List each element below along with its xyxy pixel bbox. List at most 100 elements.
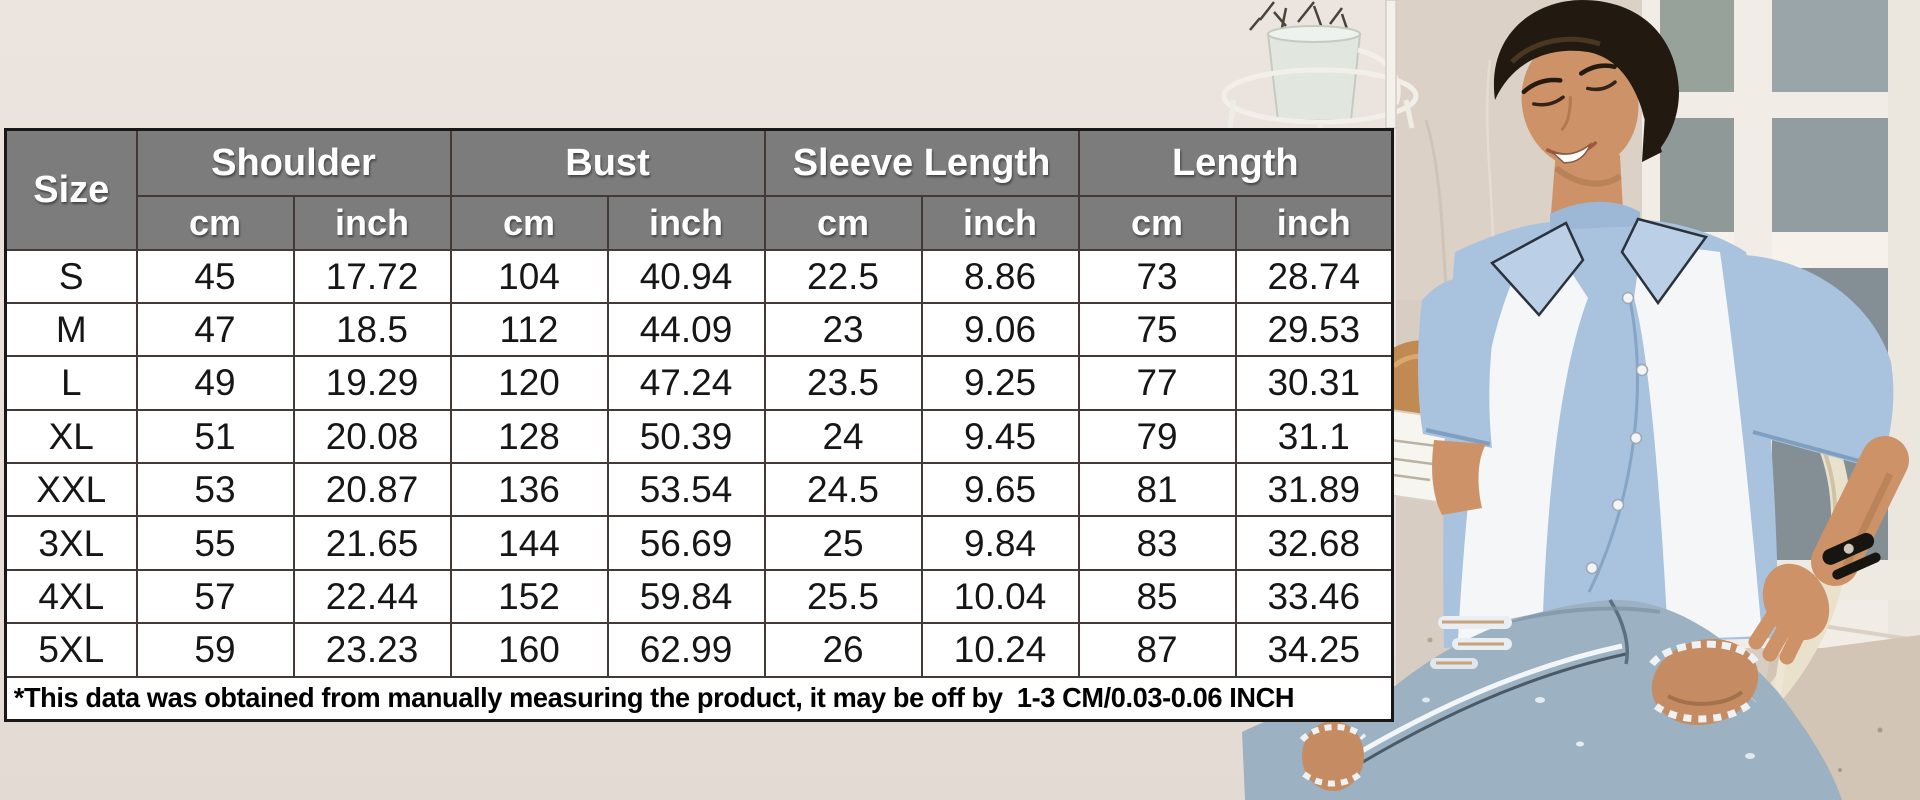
table-row: S 45 17.72 104 40.94 22.5 8.86 73 28.74 [4,248,1394,304]
size-cell: XL [4,408,138,465]
measurement-cell: 31.1 [1234,408,1394,465]
measurement-cell: 120 [449,355,609,411]
model-hair [1493,0,1679,150]
measurement-cell: 19.29 [292,355,452,411]
measurement-cell: 23 [763,301,923,358]
unit-header: inch [1234,194,1394,251]
measurement-cell: 10.24 [920,622,1080,678]
measurement-cell: 18.5 [292,301,452,358]
unit-header: inch [292,194,452,251]
shirt-buttons [1585,291,1649,575]
measurement-cell: 128 [449,408,609,465]
measurement-cell: 53 [135,461,295,518]
measurement-cell: 53.54 [606,461,766,518]
model [1418,0,1894,648]
measurement-cell: 28.74 [1234,248,1394,304]
measurement-cell: 144 [449,515,609,571]
measurement-cell: 47 [135,301,295,358]
measurement-cell: 29.53 [1234,301,1394,358]
measurement-cell: 20.08 [292,408,452,465]
table-row: 5XL 59 23.23 160 62.99 26 10.24 87 34.25 [4,622,1394,678]
measurement-cell: 59 [135,622,295,678]
measurement-cell: 17.72 [292,248,452,304]
table-row: 4XL 57 22.44 152 59.84 25.5 10.04 85 33.46 [4,568,1394,625]
measurement-cell: 23.5 [763,355,923,411]
measurement-cell: 112 [449,301,609,358]
jeans-rips [1430,616,1512,669]
measurement-cell: 26 [763,622,923,678]
shirt-white-panel-right [1634,242,1762,640]
measurement-cell: 73 [1077,248,1237,304]
measurement-cell: 49 [135,355,295,411]
disclaimer-cell: *This data was obtained from manually me… [4,675,1394,722]
unit-header: cm [135,194,295,251]
disclaimer-row: *This data was obtained from manually me… [4,675,1394,722]
table-row: M 47 18.5 112 44.09 23 9.06 75 29.53 [4,301,1394,358]
measurement-cell: 62.99 [606,622,766,678]
measurement-cell: 22.44 [292,568,452,625]
measurement-cell: 33.46 [1234,568,1394,625]
measurement-cell: 8.86 [920,248,1080,304]
size-cell: 5XL [4,622,138,678]
measurement-cell: 152 [449,568,609,625]
measurement-cell: 40.94 [606,248,766,304]
disclaimer-text: *This data was obtained from manually me… [13,682,1295,714]
measurement-cell: 75 [1077,301,1237,358]
size-cell: 3XL [4,515,138,571]
size-cell: L [4,355,138,411]
measurement-cell: 32.68 [1234,515,1394,571]
measurement-cell: 9.25 [920,355,1080,411]
model-shirt [1418,201,1894,648]
measurement-cell: 24.5 [763,461,923,518]
measurement-cell: 25.5 [763,568,923,625]
wrist-watch [1822,532,1881,580]
size-cell: S [4,248,138,304]
measurement-cell: 10.04 [920,568,1080,625]
unit-header-row: cm inch cm inch cm inch cm inch [6,194,1394,251]
measurement-cell: 9.45 [920,408,1080,465]
measurement-cell: 85 [1077,568,1237,625]
size-chart-header: Size Shoulder Bust Sleeve Length Length … [4,128,1394,251]
size-cell: XXL [4,461,138,518]
group-header-shoulder: Shoulder [135,128,452,197]
measurement-cell: 24 [763,408,923,465]
measurement-cell: 20.87 [292,461,452,518]
measurement-cell: 9.65 [920,461,1080,518]
measurement-cell: 30.31 [1234,355,1394,411]
measurement-cell: 45 [135,248,295,304]
table-row: L 49 19.29 120 47.24 23.5 9.25 77 30.31 [4,355,1394,411]
measurement-cell: 136 [449,461,609,518]
model-arm-left [1432,440,1486,515]
size-cell: 4XL [4,568,138,625]
size-chart-table: Size Shoulder Bust Sleeve Length Length … [4,128,1395,722]
measurement-cell: 51 [135,408,295,465]
table-row: XXL 53 20.87 136 53.54 24.5 9.65 81 31.89 [4,461,1394,518]
shirt-sleeve-left [1418,278,1498,448]
group-header-row: Size Shoulder Bust Sleeve Length Length [4,128,1394,251]
measurement-cell: 34.25 [1234,622,1394,678]
measurement-cell: 25 [763,515,923,571]
measurement-cell: 50.39 [606,408,766,465]
unit-header: inch [920,194,1080,251]
size-table-body: S 45 17.72 104 40.94 22.5 8.86 73 28.74 M 47 18.5 11… [4,248,1394,678]
product-photo [1221,0,1920,800]
unit-header: cm [763,194,923,251]
group-header-length: Length [1077,128,1394,197]
measurement-cell: 56.69 [606,515,766,571]
measurement-cell: 104 [449,248,609,304]
knee-rip [1649,638,1759,726]
measurement-cell: 87 [1077,622,1237,678]
measurement-cell: 21.65 [292,515,452,571]
measurement-cell: 44.09 [606,301,766,358]
measurement-cell: 23.23 [292,622,452,678]
size-column-header: Size [4,128,138,251]
measurement-cell: 22.5 [763,248,923,304]
measurement-cell: 83 [1077,515,1237,571]
unit-header: cm [449,194,609,251]
measurement-cell: 31.89 [1234,461,1394,518]
plant-stand [1221,0,1419,129]
measurement-cell: 79 [1077,408,1237,465]
unit-header: inch [606,194,766,251]
group-header-sleeve-length: Sleeve Length [763,128,1080,197]
group-header-bust: Bust [449,128,766,197]
